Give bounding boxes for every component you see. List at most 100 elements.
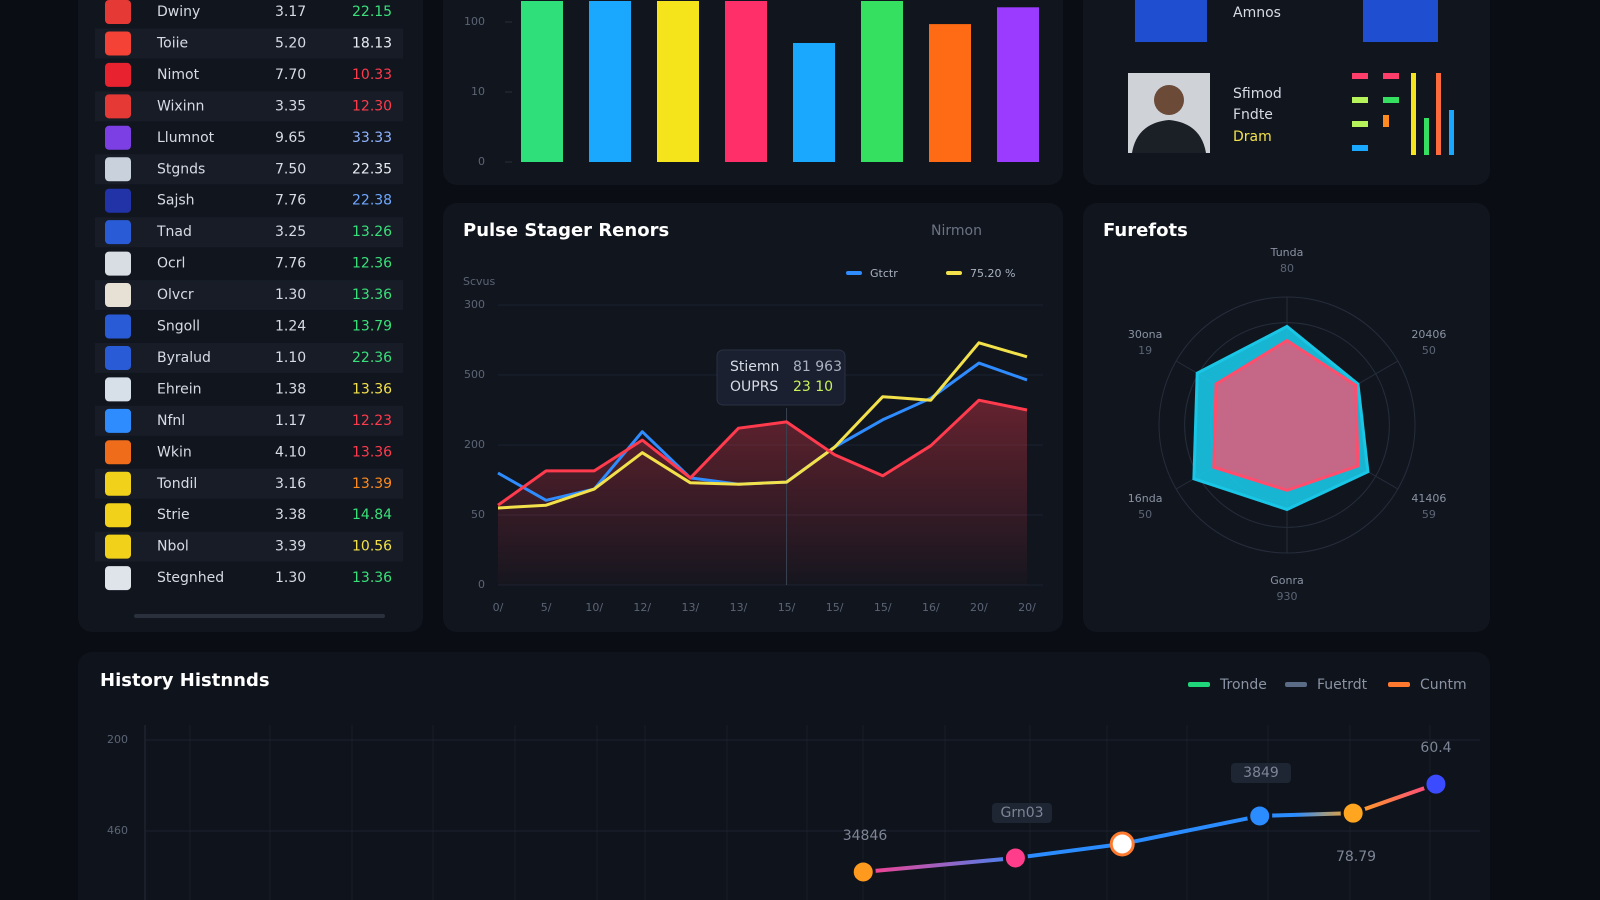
bar [589,1,631,162]
point [1247,803,1273,829]
team-name: Llumnot [157,130,215,146]
y-tick-label: 100 [464,15,485,28]
team-badge [105,283,131,308]
bar [725,1,767,162]
row-bg [95,217,403,248]
stat-highlight: 13.36 [352,570,392,586]
history-panel [78,652,1490,900]
tooltip-value: 81 963 [793,359,842,375]
stat-highlight: 13.39 [352,476,392,492]
team-name: Nbol [157,539,189,555]
player-head [1154,85,1184,115]
team-badge [105,31,131,56]
team-badge [105,534,131,559]
stat-highlight: 13.36 [352,444,392,460]
stat-highlight: 13.36 [352,381,392,397]
row-bg [95,468,403,499]
x-tick-label: 15/ [826,601,844,614]
team-name: Tondil [156,476,197,492]
stat-highlight: 12.36 [352,256,392,272]
stat-highlight: 22.35 [352,161,392,177]
axis-label: 16nda [1128,492,1163,505]
team-badge [105,345,131,370]
team-badge [105,503,131,528]
legend-label: Cuntm [1420,677,1467,693]
stat: 1.38 [275,381,306,397]
axis-label: 30ona [1128,328,1162,341]
team-badge [105,0,131,24]
legend-label: Tronde [1219,677,1267,693]
row-bg [95,280,403,311]
annotation-box [1231,763,1291,783]
team-name: Ehrein [157,381,202,397]
bar [521,1,563,162]
team-name: Ocrl [157,256,185,272]
team-badge [105,314,131,339]
axis-label: 20406 [1411,328,1446,341]
point [1109,831,1135,857]
team-name: Olvcr [157,287,194,303]
stat-highlight: 13.36 [352,287,392,303]
stat: 3.38 [275,507,306,523]
y-tick-label: 50 [471,508,485,521]
area [498,400,1027,585]
y-tick-label: 0 [478,155,485,168]
legend-label: Gtctr [870,267,898,280]
legend-label: 75.20 % [970,267,1015,280]
team-name: Wixinn [157,98,204,114]
row-bg [95,405,403,436]
stat-highlight: 10.56 [352,539,392,555]
stat: 4.10 [275,444,306,460]
stat: 9.65 [275,130,306,146]
tooltip-label: OUPRS [730,379,778,395]
team-badge [105,157,131,182]
player-info: Dram [1233,129,1272,145]
stat-highlight: 10.33 [352,67,392,83]
legend-swatch [1188,682,1210,687]
team-name: Tnad [156,224,192,240]
mini-bars [1352,73,1454,155]
bar [793,43,835,162]
chart-subtitle[interactable]: Nirmon [931,223,982,239]
legend-swatch [946,271,962,275]
team-name: Stgnds [157,161,205,177]
stat-highlight: 18.13 [352,35,392,51]
scrollbar[interactable] [134,614,385,618]
axis-label: Tunda [1270,246,1304,259]
chart-title: History Histnnds [100,670,270,691]
annotation: 34846 [843,828,888,844]
jersey [1135,0,1438,42]
team-badge [105,220,131,245]
stat: 3.25 [275,224,306,240]
team-name: Sajsh [157,193,195,209]
point [1002,845,1028,871]
row-bg [95,154,403,185]
stat-highlight: 12.23 [352,413,392,429]
team-badge [105,125,131,150]
line [497,398,1028,507]
bar [861,1,903,162]
team-badge [105,94,131,119]
axis-value: 19 [1138,344,1152,357]
stat: 1.30 [275,287,306,303]
legend-swatch [1388,682,1410,687]
stat: 1.17 [275,413,306,429]
row-bg [95,28,403,59]
axis-label: 41406 [1411,492,1446,505]
x-tick-label: 16/ [922,601,940,614]
stat-highlight: 22.36 [352,350,392,366]
annotation-box [992,803,1052,823]
team-name: Dwiny [157,4,200,20]
tooltip-value: 23 10 [793,379,833,395]
row-bg [95,91,403,122]
row-bg [95,531,403,562]
stat: 7.76 [275,193,306,209]
team-badge [105,471,131,496]
axis-value: 50 [1138,508,1152,521]
point [850,859,876,885]
player-body [1132,120,1206,153]
annotation: 3849 [1243,765,1279,781]
x-tick-label: 5/ [541,601,552,614]
y-tick-label: 300 [464,298,485,311]
